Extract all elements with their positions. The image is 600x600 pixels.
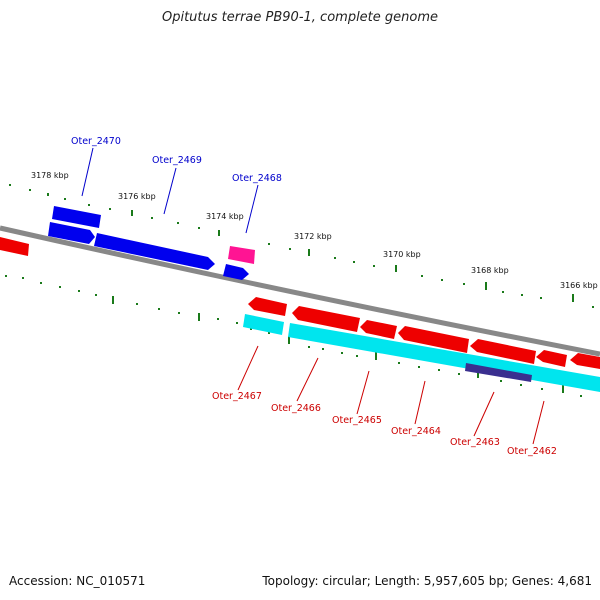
genome-backbone [0, 225, 600, 357]
gene-oter-2467[interactable] [248, 297, 287, 316]
feature-oter-2463-dark[interactable] [465, 363, 532, 382]
gene-oter-2462[interactable] [536, 350, 567, 367]
tick-label-3178: 3178 kbp [31, 171, 69, 180]
feature-oter-2467[interactable] [243, 314, 284, 335]
gene-oter-2469[interactable] [94, 233, 215, 270]
reverse-features [243, 314, 600, 392]
lower-tick-row [5, 275, 582, 397]
gene-label-oter-2465[interactable]: Oter_2465 [332, 415, 382, 426]
topology-text: Topology: circular; Length: 5,957,605 bp… [262, 574, 592, 588]
forward-genes [0, 206, 255, 280]
label-leaders [81, 147, 545, 445]
gene-oter-2468[interactable] [228, 246, 255, 264]
reverse-genes [248, 297, 600, 369]
tick-label-3174: 3174 kbp [206, 212, 244, 221]
gene-oter-2465[interactable] [360, 320, 397, 339]
tick-label-3170: 3170 kbp [383, 250, 421, 259]
tick-label-3166: 3166 kbp [560, 281, 598, 290]
tick-label-3172: 3172 kbp [294, 232, 332, 241]
gene-oter-2470[interactable] [48, 222, 95, 244]
gene-label-oter-2464[interactable]: Oter_2464 [391, 426, 441, 437]
gene-label-oter-2468[interactable]: Oter_2468 [232, 173, 282, 184]
gene-label-oter-2467[interactable]: Oter_2467 [212, 391, 262, 402]
upper-tick-row [9, 184, 594, 308]
tick-label-3168: 3168 kbp [471, 266, 509, 275]
gene-oter-2463[interactable] [470, 339, 536, 364]
gene-right-red-edge[interactable] [570, 353, 600, 369]
map-title: Opitutus terrae PB90-1, complete genome [161, 10, 439, 25]
gene-label-oter-2469[interactable]: Oter_2469 [152, 155, 202, 166]
gene-oter-2470-upper[interactable] [52, 206, 101, 228]
gene-oter-2464[interactable] [398, 326, 469, 353]
gene-small-blue[interactable] [223, 264, 249, 280]
accession-text: Accession: NC_010571 [9, 574, 146, 588]
gene-label-oter-2466[interactable]: Oter_2466 [271, 403, 321, 414]
gene-label-oter-2463[interactable]: Oter_2463 [450, 437, 500, 448]
gene-oter-2466[interactable] [292, 306, 360, 332]
gene-left-red-edge[interactable] [0, 237, 29, 256]
tick-label-3176: 3176 kbp [118, 192, 156, 201]
gene-label-oter-2462[interactable]: Oter_2462 [507, 446, 557, 457]
gene-label-oter-2470[interactable]: Oter_2470 [71, 136, 121, 147]
